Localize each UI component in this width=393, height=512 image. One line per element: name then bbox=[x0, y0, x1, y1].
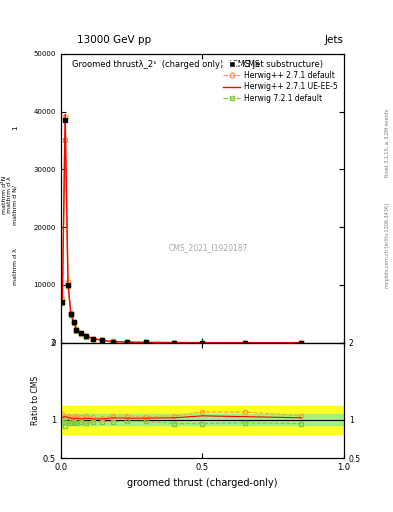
X-axis label: groomed thrust (charged-only): groomed thrust (charged-only) bbox=[127, 478, 277, 487]
Text: CMS_2021_I1920187: CMS_2021_I1920187 bbox=[168, 243, 248, 252]
Text: mathrm d N/: mathrm d N/ bbox=[13, 185, 18, 225]
Text: 1: 1 bbox=[13, 126, 18, 130]
Text: mathrm d²N: mathrm d²N bbox=[2, 176, 7, 214]
Text: mathrm d λ: mathrm d λ bbox=[7, 176, 12, 213]
Text: mcplots.cern.ch [arXiv:1306.3436]: mcplots.cern.ch [arXiv:1306.3436] bbox=[385, 203, 390, 288]
Legend: CMS, Herwig++ 2.7.1 default, Herwig++ 2.7.1 UE-EE-5, Herwig 7.2.1 default: CMS, Herwig++ 2.7.1 default, Herwig++ 2.… bbox=[221, 57, 340, 105]
Text: Groomed thrustλ_2¹  (charged only)  (CMS jet substructure): Groomed thrustλ_2¹ (charged only) (CMS j… bbox=[72, 59, 323, 69]
Text: Rivet 3.1.10, ≥ 3.2M events: Rivet 3.1.10, ≥ 3.2M events bbox=[385, 109, 390, 178]
Text: mathrm d λ: mathrm d λ bbox=[13, 248, 18, 285]
Text: 13000 GeV pp: 13000 GeV pp bbox=[77, 35, 151, 45]
Y-axis label: Ratio to CMS: Ratio to CMS bbox=[31, 376, 40, 425]
Text: Jets: Jets bbox=[325, 35, 344, 45]
